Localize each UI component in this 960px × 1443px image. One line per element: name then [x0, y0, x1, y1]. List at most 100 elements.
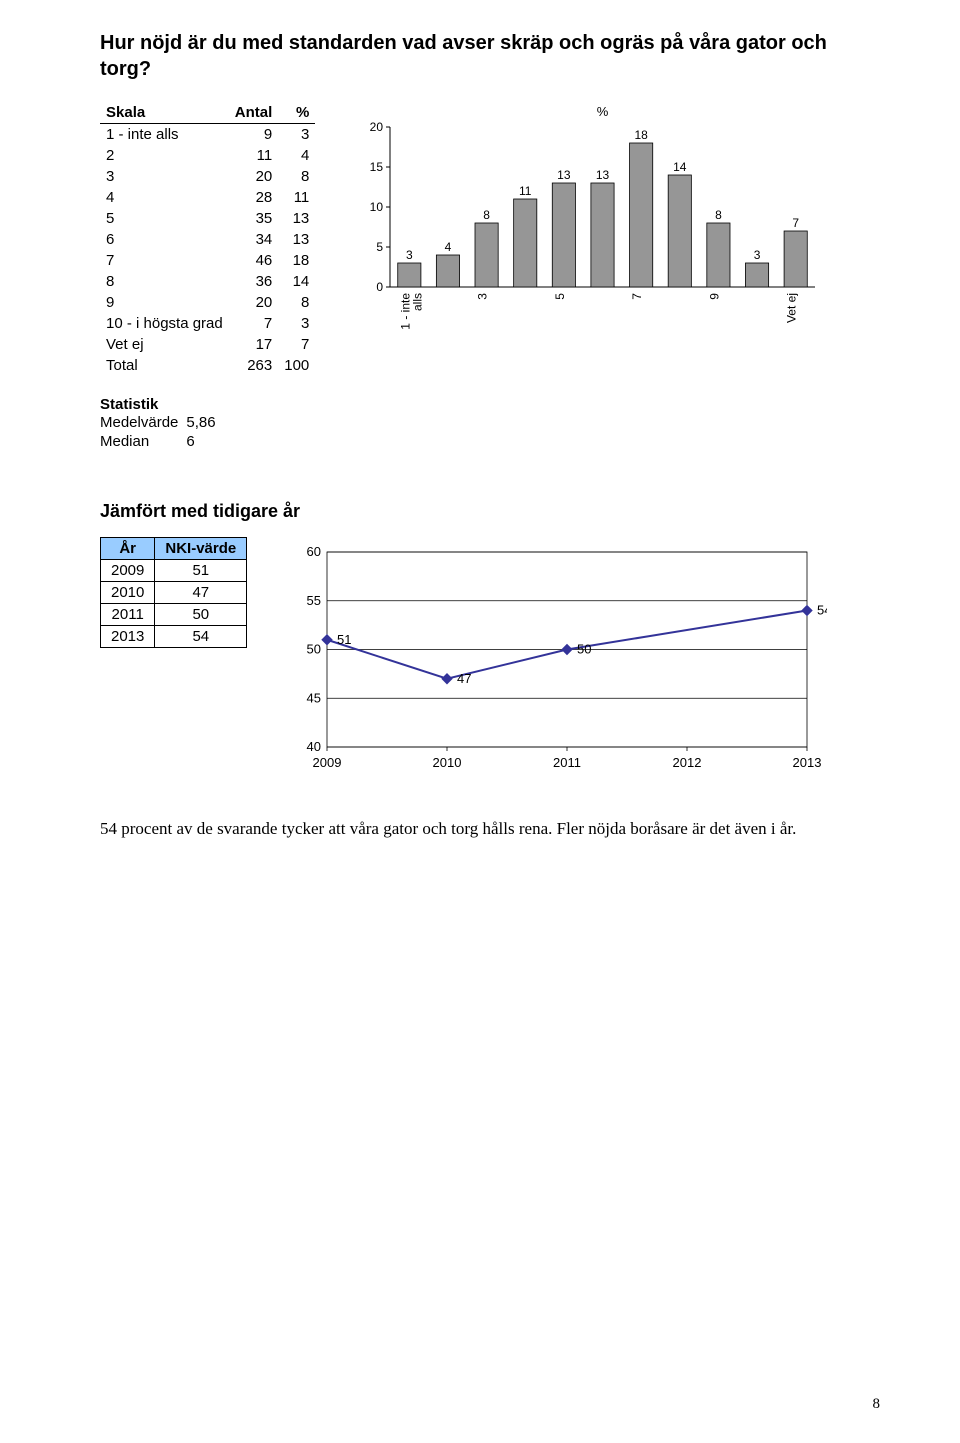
svg-text:3: 3 — [476, 293, 490, 300]
skala-cell-percent: 100 — [278, 355, 315, 376]
skala-cell-label: 7 — [100, 250, 229, 271]
skala-cell-percent: 3 — [278, 124, 315, 146]
svg-text:7: 7 — [630, 293, 644, 300]
svg-text:18: 18 — [635, 128, 649, 142]
skala-header-cell: Antal — [229, 102, 279, 124]
skala-row: 83614 — [100, 271, 315, 292]
nki-cell-value: 50 — [155, 604, 247, 626]
svg-text:3: 3 — [754, 248, 761, 262]
svg-text:50: 50 — [307, 642, 321, 657]
svg-text:15: 15 — [370, 160, 384, 174]
mid-row: År NKI-värde 200951201047201150201354 40… — [100, 537, 880, 777]
statistik-row: Median6 — [100, 432, 224, 451]
svg-text:9: 9 — [708, 293, 722, 300]
svg-text:45: 45 — [307, 690, 321, 705]
skala-row: 3208 — [100, 166, 315, 187]
skala-row: 10 - i högsta grad73 — [100, 313, 315, 334]
nki-cell-value: 47 — [155, 582, 247, 604]
skala-cell-antal: 7 — [229, 313, 279, 334]
top-row: Skala Antal % 1 - inte alls9321143208428… — [100, 102, 880, 451]
nki-header-row: År NKI-värde — [101, 538, 247, 560]
svg-text:13: 13 — [557, 168, 571, 182]
skala-cell-label: Vet ej — [100, 334, 229, 355]
skala-cell-percent: 13 — [278, 229, 315, 250]
skala-cell-percent: 14 — [278, 271, 315, 292]
nki-row: 201047 — [101, 582, 247, 604]
skala-cell-antal: 11 — [229, 145, 279, 166]
svg-text:%: % — [597, 104, 609, 119]
skala-header-cell: % — [278, 102, 315, 124]
statistik-row: Medelvärde5,86 — [100, 413, 224, 432]
skala-row: 53513 — [100, 208, 315, 229]
svg-text:20: 20 — [370, 120, 384, 134]
svg-text:5: 5 — [377, 240, 384, 254]
skala-cell-label: 2 — [100, 145, 229, 166]
skala-header-row: Skala Antal % — [100, 102, 315, 124]
skala-cell-label: 6 — [100, 229, 229, 250]
skala-cell-antal: 28 — [229, 187, 279, 208]
svg-text:2013: 2013 — [793, 755, 822, 770]
svg-text:2010: 2010 — [433, 755, 462, 770]
nki-row: 200951 — [101, 560, 247, 582]
question-title: Hur nöjd är du med standarden vad avser … — [100, 30, 880, 82]
skala-cell-antal: 20 — [229, 292, 279, 313]
skala-cell-label: 10 - i högsta grad — [100, 313, 229, 334]
skala-cell-percent: 8 — [278, 292, 315, 313]
skala-row: Vet ej177 — [100, 334, 315, 355]
skala-row: 63413 — [100, 229, 315, 250]
nki-row: 201354 — [101, 626, 247, 648]
svg-text:10: 10 — [370, 200, 384, 214]
skala-cell-antal: 9 — [229, 124, 279, 146]
svg-text:8: 8 — [484, 208, 491, 222]
skala-cell-label: 3 — [100, 166, 229, 187]
nki-cell-year: 2010 — [101, 582, 155, 604]
nki-header-cell: År — [101, 538, 155, 560]
statistik-value: 6 — [186, 432, 223, 451]
svg-text:2009: 2009 — [313, 755, 342, 770]
svg-text:14: 14 — [673, 160, 687, 174]
skala-row: 74618 — [100, 250, 315, 271]
skala-cell-label: 1 - inte alls — [100, 124, 229, 146]
svg-text:47: 47 — [457, 671, 471, 686]
skala-cell-percent: 4 — [278, 145, 315, 166]
skala-cell-antal: 263 — [229, 355, 279, 376]
line-chart: 40455055602009201020112012201351475054 — [287, 537, 880, 777]
skala-cell-percent: 8 — [278, 166, 315, 187]
svg-text:50: 50 — [577, 642, 591, 657]
skala-cell-antal: 17 — [229, 334, 279, 355]
statistik-label: Median — [100, 432, 186, 451]
nki-cell-value: 51 — [155, 560, 247, 582]
svg-text:51: 51 — [337, 632, 351, 647]
nki-cell-value: 54 — [155, 626, 247, 648]
svg-text:11: 11 — [519, 184, 532, 198]
statistik-title: Statistik — [100, 396, 315, 413]
nki-header-cell: NKI-värde — [155, 538, 247, 560]
nki-row: 201150 — [101, 604, 247, 626]
skala-table: Skala Antal % 1 - inte alls9321143208428… — [100, 102, 315, 376]
svg-text:5: 5 — [553, 293, 567, 300]
nki-cell-year: 2009 — [101, 560, 155, 582]
svg-text:55: 55 — [307, 593, 321, 608]
skala-table-wrap: Skala Antal % 1 - inte alls9321143208428… — [100, 102, 315, 451]
skala-cell-percent: 18 — [278, 250, 315, 271]
statistik-table: Medelvärde5,86Median6 — [100, 413, 224, 451]
skala-row: Total263100 — [100, 355, 315, 376]
svg-text:8: 8 — [715, 208, 722, 222]
svg-text:2012: 2012 — [673, 755, 702, 770]
svg-text:2011: 2011 — [553, 755, 581, 770]
svg-text:Vet ej: Vet ej — [785, 293, 799, 323]
skala-cell-label: 5 — [100, 208, 229, 229]
skala-cell-antal: 46 — [229, 250, 279, 271]
skala-cell-percent: 11 — [278, 187, 315, 208]
skala-cell-label: 9 — [100, 292, 229, 313]
skala-cell-percent: 13 — [278, 208, 315, 229]
skala-row: 1 - inte alls93 — [100, 124, 315, 146]
jamfort-title: Jämfört med tidigare år — [100, 501, 880, 522]
svg-text:3: 3 — [406, 248, 413, 262]
statistik-block: Statistik Medelvärde5,86Median6 — [100, 396, 315, 451]
svg-text:40: 40 — [307, 739, 321, 754]
skala-cell-antal: 34 — [229, 229, 279, 250]
skala-cell-label: Total — [100, 355, 229, 376]
skala-cell-label: 4 — [100, 187, 229, 208]
svg-text:60: 60 — [307, 544, 321, 559]
